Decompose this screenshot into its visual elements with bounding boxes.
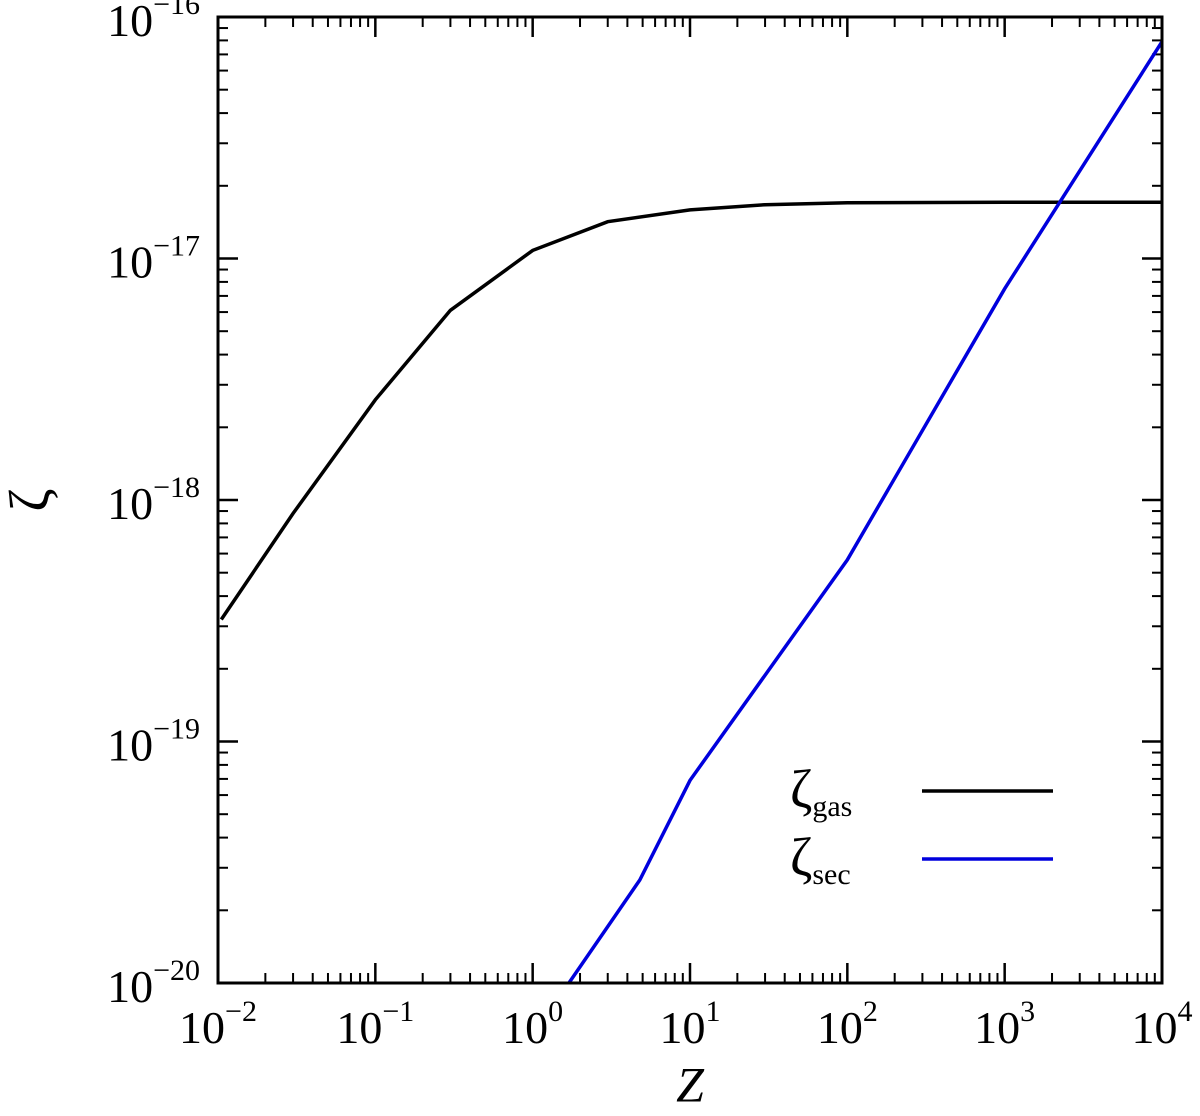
- line-series: [567, 40, 1162, 983]
- line-series: [219, 200, 1162, 621]
- x-tick-label: 10−2: [179, 995, 257, 1053]
- y-axis-label: ζ: [0, 488, 61, 511]
- x-tick-label: 10−1: [336, 995, 414, 1053]
- legend-label: ζsec: [790, 827, 851, 891]
- x-tick-label: 100: [502, 995, 563, 1053]
- plot-frame: [216, 15, 1164, 985]
- x-tick-label: 104: [1132, 995, 1193, 1053]
- y-tick-label: 10−20: [107, 954, 200, 1012]
- legend-label: ζgas: [790, 759, 852, 823]
- x-tick-label: 103: [974, 995, 1035, 1053]
- x-tick-label: 101: [660, 995, 721, 1053]
- y-tick-label: 10−19: [107, 712, 200, 770]
- x-axis-label: Z: [676, 1056, 705, 1112]
- y-tick-label: 10−17: [107, 229, 200, 287]
- y-tick-label: 10−16: [107, 0, 200, 46]
- x-tick-label: 102: [817, 995, 878, 1053]
- y-tick-label: 10−18: [107, 471, 200, 529]
